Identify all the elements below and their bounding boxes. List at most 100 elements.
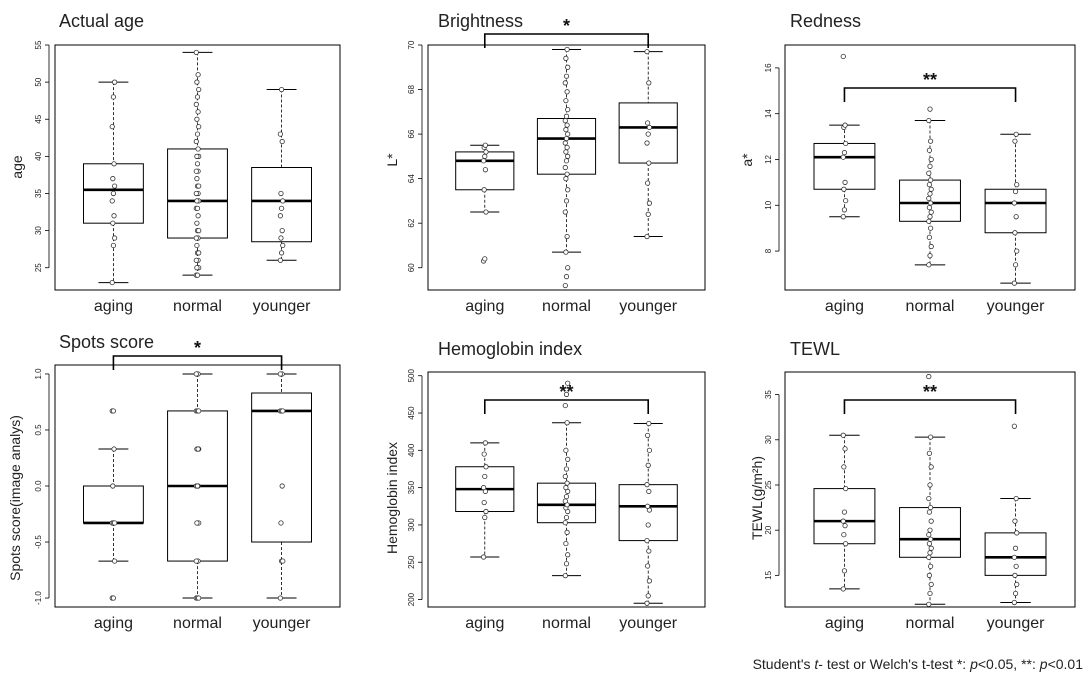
data-point: [646, 548, 652, 554]
data-point: [841, 532, 847, 538]
data-point: [842, 122, 848, 128]
data-point: [196, 124, 202, 130]
data-point: [196, 408, 202, 414]
data-point: [565, 187, 571, 193]
data-point: [480, 158, 487, 164]
x-category-label: normal: [542, 298, 591, 315]
data-point: [1011, 423, 1017, 429]
y-tick-label: 25: [764, 480, 773, 489]
y-tick-label: 200: [407, 592, 416, 606]
data-point: [927, 225, 934, 231]
data-point: [646, 578, 653, 584]
data-point: [928, 209, 934, 215]
data-point: [565, 380, 571, 386]
data-point: [195, 213, 201, 219]
data-point: [193, 49, 199, 56]
y-tick-label: 16: [764, 63, 773, 72]
data-point: [843, 198, 849, 204]
data-point: [564, 171, 570, 177]
data-point: [483, 464, 489, 470]
y-axis-label: age: [9, 155, 25, 179]
y-tick-label: 300: [407, 518, 416, 532]
data-point: [193, 168, 199, 174]
y-tick-label: 25: [34, 263, 43, 272]
data-point: [645, 131, 651, 137]
data-point: [110, 190, 117, 197]
y-tick-label: 30: [764, 435, 773, 444]
data-point: [481, 451, 487, 457]
footnote-p1: p: [970, 656, 978, 672]
data-point: [645, 522, 651, 528]
data-point: [110, 483, 116, 489]
data-point: [927, 482, 933, 488]
data-point: [563, 540, 569, 547]
data-point: [840, 586, 846, 592]
data-point: [563, 149, 569, 155]
data-point: [1014, 581, 1020, 588]
data-point: [646, 447, 653, 453]
data-point: [563, 493, 570, 500]
x-category-label: younger: [987, 615, 1045, 632]
y-tick-label: -1.0: [34, 591, 43, 605]
data-point: [926, 204, 933, 211]
y-tick-label: 400: [407, 443, 416, 457]
data-point: [562, 402, 568, 409]
data-point: [196, 86, 202, 93]
y-tick-label: 8: [764, 248, 773, 253]
data-point: [565, 131, 571, 137]
data-point: [110, 176, 116, 182]
y-tick-label: 35: [34, 188, 43, 197]
data-point: [563, 98, 569, 104]
data-point: [927, 177, 934, 183]
data-point: [646, 488, 652, 494]
data-point: [645, 211, 651, 217]
footnote-p1-rest: <0.05, **:: [977, 656, 1040, 672]
data-point: [841, 207, 848, 213]
data-point: [563, 135, 570, 142]
data-point: [278, 190, 284, 197]
data-point: [562, 573, 568, 579]
data-point: [927, 191, 933, 197]
data-point: [1011, 554, 1017, 560]
data-point: [926, 218, 932, 224]
data-point: [194, 131, 201, 137]
data-point: [278, 205, 285, 211]
chart-title: Actual age: [59, 11, 144, 31]
data-point: [644, 482, 650, 488]
significance-label: **: [923, 382, 937, 402]
significance-bracket: [843, 399, 1017, 414]
data-point: [563, 249, 569, 255]
data-point: [926, 195, 932, 202]
data-point: [1013, 563, 1019, 569]
significance-label: **: [559, 382, 573, 402]
x-category-label: aging: [465, 615, 504, 632]
data-point: [482, 514, 488, 521]
data-point: [843, 140, 849, 147]
x-category-label: aging: [94, 298, 133, 315]
plot-frame: [784, 44, 1076, 291]
data-point: [927, 434, 934, 440]
data-point: [563, 158, 570, 164]
chart-title: TEWL: [790, 339, 840, 359]
x-category-label: younger: [253, 298, 311, 315]
data-point: [926, 495, 932, 502]
plot-frame: [54, 364, 341, 608]
y-tick-label: 55: [34, 40, 43, 49]
data-point: [565, 265, 571, 271]
data-point: [564, 122, 570, 128]
data-point: [644, 600, 650, 606]
data-point: [646, 80, 652, 86]
data-point: [194, 79, 200, 85]
data-point: [280, 198, 286, 204]
data-point: [928, 545, 934, 551]
data-point: [563, 466, 570, 472]
data-point: [109, 279, 115, 286]
data-point: [564, 144, 570, 151]
data-point: [563, 113, 570, 119]
data-point: [110, 595, 117, 601]
data-point: [193, 371, 199, 377]
footnote-p2: p: [1039, 656, 1048, 672]
data-point: [842, 446, 848, 452]
data-point: [482, 153, 488, 159]
data-point: [562, 80, 568, 86]
